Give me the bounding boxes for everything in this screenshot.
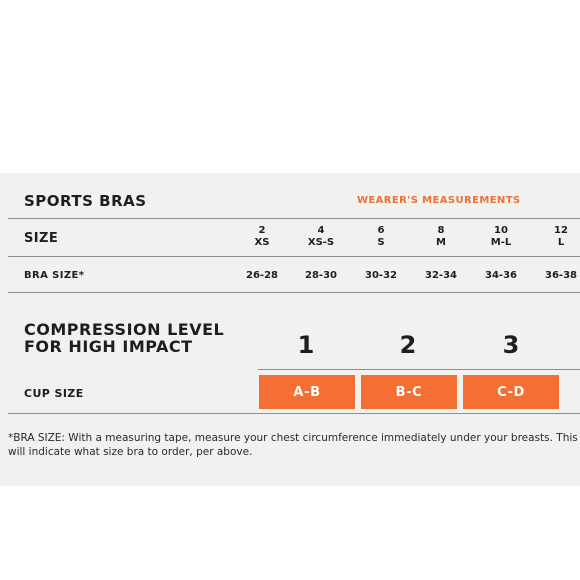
bra-size-cell: 34-36	[485, 270, 517, 281]
size-letter: S	[377, 237, 385, 248]
measurements-heading: WEARER'S MEASUREMENTS	[357, 195, 521, 206]
bra-size-cell: 28-30	[305, 270, 337, 281]
size-letter: XS-S	[307, 237, 335, 248]
size-number: 4	[317, 225, 325, 236]
bra-size-row-label: BRA SIZE*	[24, 270, 85, 281]
size-letter: M	[436, 237, 446, 248]
bra-size-footnote: *BRA SIZE: With a measuring tape, measur…	[8, 431, 580, 459]
compression-heading-line1: COMPRESSION LEVEL	[24, 320, 225, 339]
size-letter: XS	[254, 237, 270, 248]
size-row-label: SIZE	[24, 231, 59, 246]
divider	[8, 218, 580, 219]
size-letter: M-L	[490, 237, 512, 248]
bra-size-cell: 26-28	[246, 270, 278, 281]
size-number: 8	[437, 225, 445, 236]
size-column-8: 8 M	[416, 225, 466, 249]
size-column-2: 2 XS	[237, 225, 287, 249]
divider	[8, 292, 580, 293]
compression-heading-line2: FOR HIGH IMPACT	[24, 337, 193, 356]
divider	[8, 413, 580, 414]
footnote-line2: will indicate what size bra to order, pe…	[8, 446, 253, 458]
bra-size-cell: 36-38	[545, 270, 577, 281]
compression-level-2: 2	[399, 331, 417, 359]
size-column-4: 4 XS-S	[296, 225, 346, 249]
compression-level-1: 1	[297, 331, 315, 359]
size-letter: L	[557, 237, 565, 248]
size-number: 12	[554, 225, 568, 236]
size-number: 10	[494, 225, 508, 236]
cup-size-row-label: CUP SIZE	[24, 387, 84, 400]
compression-level-heading: COMPRESSION LEVEL FOR HIGH IMPACT	[24, 321, 224, 355]
size-column-10: 10 M-L	[476, 225, 526, 249]
cup-size-c-d: C-D	[463, 375, 559, 409]
divider	[8, 256, 580, 257]
cup-size-a-b: A-B	[259, 375, 355, 409]
chart-title: SPORTS BRAS	[24, 192, 147, 210]
bra-size-cell: 30-32	[365, 270, 397, 281]
bra-size-cell: 32-34	[425, 270, 457, 281]
compression-level-3: 3	[502, 331, 520, 359]
size-column-12: 12 L	[536, 225, 580, 249]
size-number: 2	[258, 225, 266, 236]
divider	[258, 369, 580, 370]
size-number: 6	[377, 225, 385, 236]
size-chart-panel: SPORTS BRAS WEARER'S MEASUREMENTS SIZE 2…	[0, 173, 580, 486]
size-column-6: 6 S	[356, 225, 406, 249]
footnote-line1: *BRA SIZE: With a measuring tape, measur…	[8, 432, 578, 444]
cup-size-b-c: B-C	[361, 375, 457, 409]
